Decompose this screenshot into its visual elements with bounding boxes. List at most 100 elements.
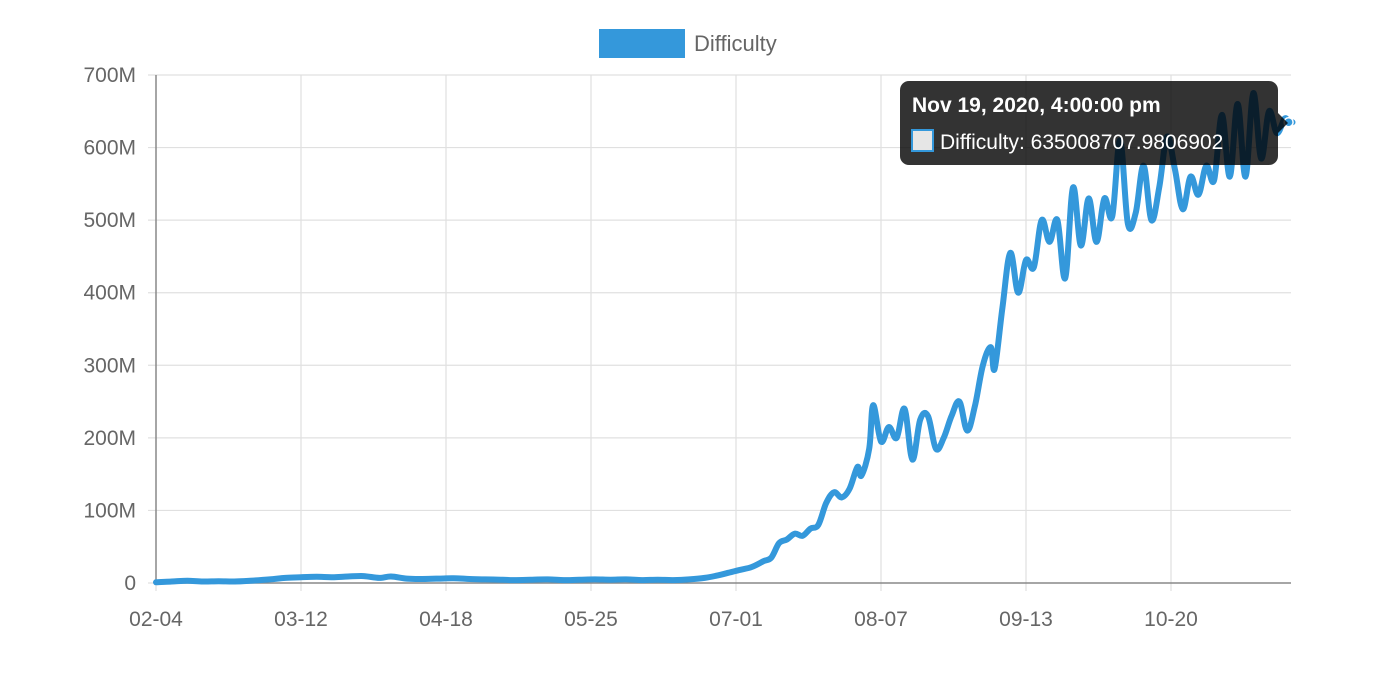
data-point: [855, 464, 860, 470]
data-point: [169, 579, 174, 584]
tooltip-caret: [1278, 113, 1288, 133]
data-point: [216, 579, 221, 584]
x-tick-label: 08-07: [854, 608, 908, 631]
data-point: [784, 537, 790, 542]
data-point: [639, 577, 645, 583]
data-point: [1008, 250, 1013, 255]
data-point: [467, 576, 472, 582]
x-tick-label: 10-20: [1144, 608, 1198, 631]
data-point: [608, 577, 613, 582]
data-point: [498, 577, 504, 582]
chart-legend[interactable]: Difficulty: [599, 29, 777, 58]
series-line-difficulty: [153, 90, 1296, 586]
legend-swatch-difficulty[interactable]: [599, 29, 685, 58]
tooltip-color-swatch: [911, 129, 934, 152]
data-point: [247, 578, 253, 583]
y-tick-label: 300M: [83, 354, 136, 377]
data-point: [726, 570, 731, 575]
data-point: [267, 577, 272, 582]
data-point: [345, 574, 351, 579]
data-point: [404, 576, 409, 581]
data-point: [847, 486, 852, 491]
data-point: [1063, 276, 1068, 281]
x-tick-label: 09-13: [999, 608, 1053, 631]
chart-tooltip: Nov 19, 2020, 4:00:00 pm Difficulty: 635…: [900, 81, 1288, 165]
y-tick-label: 700M: [83, 64, 136, 87]
data-point: [992, 366, 997, 372]
data-point: [1188, 174, 1193, 179]
data-point: [1125, 221, 1131, 226]
data-point: [886, 424, 891, 430]
data-point: [1000, 305, 1005, 310]
data-point: [1227, 174, 1233, 179]
data-point: [153, 580, 159, 585]
data-point: [1172, 167, 1178, 172]
tooltip-title: Nov 19, 2020, 4:00:00 pm: [912, 94, 1161, 117]
data-point: [624, 577, 629, 582]
data-point: [530, 577, 535, 582]
data-point: [1102, 196, 1107, 201]
data-point: [831, 490, 837, 495]
data-point: [361, 573, 366, 579]
data-point: [737, 567, 743, 573]
data-point: [436, 576, 441, 581]
data-point: [941, 435, 946, 441]
data-point: [514, 577, 519, 583]
data-point: [1149, 217, 1154, 223]
data-point: [200, 579, 206, 584]
data-point: [377, 575, 382, 581]
y-tick-label: 500M: [83, 209, 136, 232]
data-point: [330, 575, 335, 580]
data-point: [776, 540, 782, 546]
data-point: [1023, 257, 1029, 263]
y-axis-tick-labels: 0 100M 200M 300M 400M 500M 600M 700M: [83, 64, 136, 595]
data-point: [1196, 192, 1201, 197]
data-point: [792, 531, 797, 536]
x-axis-tick-labels: 02-04 03-12 04-18 05-25 07-01 08-07 09-13 10-20: [129, 608, 1198, 631]
legend-label-difficulty[interactable]: Difficulty: [694, 31, 777, 56]
data-point: [1086, 196, 1091, 201]
data-point: [894, 435, 899, 441]
data-point: [1047, 239, 1052, 245]
data-point: [918, 417, 923, 422]
data-point: [1180, 207, 1186, 212]
data-point: [1211, 178, 1217, 183]
chart-gridlines: [148, 74, 1291, 591]
data-point: [972, 403, 978, 408]
y-tick-label: 200M: [83, 427, 136, 450]
data-point: [859, 473, 864, 478]
data-point: [808, 526, 813, 531]
data-point: [592, 577, 598, 582]
data-point: [714, 573, 719, 578]
x-tick-label: 02-04: [129, 608, 183, 631]
data-point: [949, 413, 954, 419]
data-point: [816, 522, 821, 528]
x-tick-label: 05-25: [564, 608, 618, 631]
data-point: [561, 577, 566, 583]
data-point: [314, 574, 319, 579]
y-tick-label: 400M: [83, 282, 136, 305]
data-point: [965, 428, 970, 433]
data-point: [420, 576, 425, 582]
data-point: [823, 501, 829, 506]
data-point: [451, 576, 456, 581]
x-tick-label: 04-18: [419, 608, 473, 631]
chart-axes: [155, 75, 1291, 584]
data-point: [1110, 214, 1115, 219]
data-point: [769, 555, 774, 560]
x-tick-label: 07-01: [709, 608, 763, 631]
data-point: [545, 577, 551, 582]
data-point: [232, 579, 237, 584]
data-point: [800, 533, 805, 538]
data-point: [980, 363, 986, 368]
data-point: [1157, 185, 1162, 190]
data-point: [910, 457, 915, 462]
tooltip-body: Difficulty: 635008707.9806902: [940, 131, 1223, 154]
data-point: [761, 559, 766, 564]
data-point: [1094, 239, 1099, 245]
data-point: [702, 575, 707, 581]
y-tick-label: 0: [124, 572, 136, 595]
data-point: [388, 574, 394, 579]
data-point: [298, 575, 304, 580]
